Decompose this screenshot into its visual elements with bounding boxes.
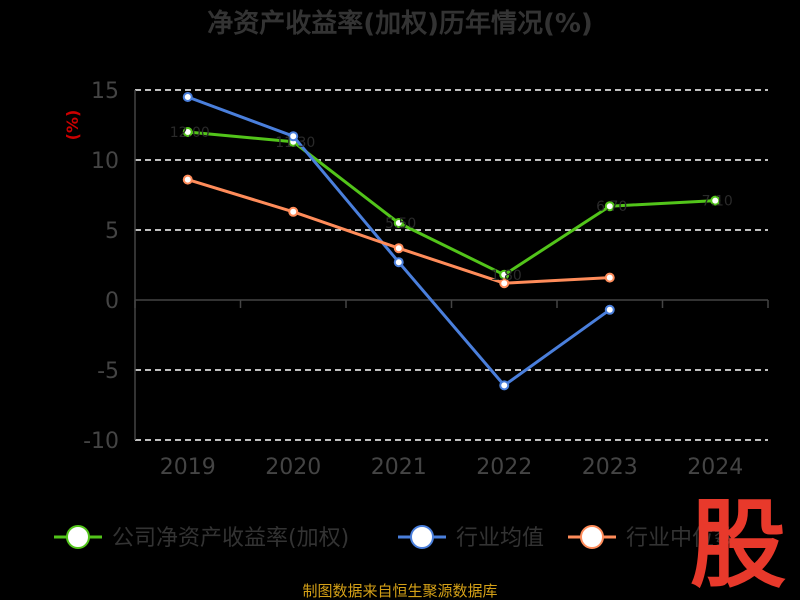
data-point: [499, 380, 510, 391]
y-tick-label: 10: [91, 149, 119, 174]
legend-entry-label: 行业中位数: [626, 526, 736, 551]
data-point: [182, 127, 193, 137]
brand-logo: 股: [690, 489, 786, 600]
data-label: 6.70: [596, 199, 627, 215]
x-tick-label: 2021: [371, 455, 427, 480]
y-tick-label: 0: [105, 289, 119, 314]
data-label: 1.80: [491, 268, 522, 284]
y-tick-label: 5: [105, 219, 119, 244]
data-point: [288, 131, 299, 142]
data-point: [710, 195, 721, 206]
data-point: [604, 304, 615, 315]
data-point: [393, 218, 404, 228]
series-line-0: [187, 130, 716, 277]
series-lines: [182, 92, 721, 391]
series-line-1: [187, 95, 611, 387]
data-point: [182, 174, 193, 185]
data-point: [393, 257, 404, 268]
legend-marker: [66, 525, 90, 549]
x-tick-label: 2020: [265, 455, 321, 480]
gridlines: [135, 89, 768, 441]
legend-marker: [410, 525, 434, 549]
x-tick-label: 2023: [582, 455, 638, 480]
legend-entry-label: 公司净资产收益率(加权): [112, 526, 349, 551]
y-tick-label: 15: [91, 79, 119, 104]
source-note: 制图数据来自恒生聚源数据库: [302, 582, 497, 600]
axes: 15 10 5 0 -5 -10 2019 2020 2021 2022 2023 2024: [83, 79, 769, 480]
legend: 公司净资产收益率(加权) 行业均值 行业中位数: [54, 525, 736, 551]
data-point: [393, 243, 404, 254]
legend-marker: [580, 525, 604, 549]
x-tick-label: 2022: [476, 455, 532, 480]
data-point: [499, 278, 510, 289]
data-label: 11.30: [275, 135, 315, 151]
data-point: [288, 206, 299, 217]
y-axis-label: (%): [63, 110, 82, 141]
data-label: 7.10: [702, 194, 733, 210]
data-point: [604, 272, 615, 283]
data-point: [604, 201, 615, 212]
y-tick-label: -5: [97, 359, 119, 384]
legend-entry-label: 行业均值: [456, 526, 544, 551]
data-label: 5.50: [385, 216, 416, 232]
data-labels: 12.00 11.30 5.50 1.80 6.70 7.10: [170, 125, 733, 284]
chart-title: 净资产收益率(加权)历年情况(%): [207, 8, 593, 39]
x-tick-label: 2019: [160, 455, 216, 480]
y-tick-label: -10: [83, 429, 119, 454]
data-label: 12.00: [170, 125, 210, 141]
data-point: [182, 92, 193, 102]
x-tick-label: 2024: [687, 455, 743, 480]
